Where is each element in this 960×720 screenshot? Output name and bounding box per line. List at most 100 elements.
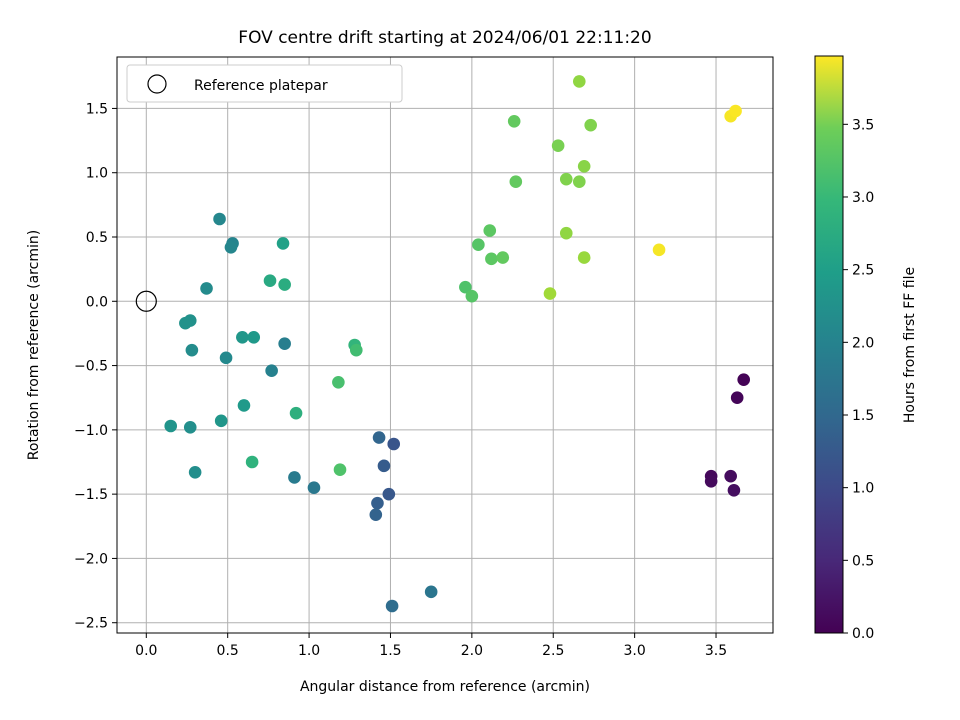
data-point bbox=[219, 351, 233, 365]
data-point bbox=[371, 496, 384, 510]
y-tick-label: 1.0 bbox=[86, 166, 108, 182]
data-point bbox=[424, 585, 438, 599]
data-point bbox=[507, 114, 521, 128]
data-point bbox=[483, 224, 497, 237]
colorbar-tick-label: 0.5 bbox=[852, 553, 874, 569]
reference-marker-group bbox=[135, 290, 157, 312]
data-point bbox=[572, 75, 586, 88]
data-point bbox=[730, 391, 744, 405]
data-point bbox=[551, 139, 565, 153]
data-point bbox=[224, 240, 238, 254]
y-tick-label: −2.5 bbox=[74, 616, 108, 632]
grid-lines bbox=[117, 57, 773, 633]
data-point bbox=[185, 343, 199, 357]
colorbar bbox=[814, 55, 844, 634]
x-tick-label: 0.0 bbox=[135, 643, 157, 659]
data-point bbox=[485, 252, 498, 266]
data-point bbox=[247, 330, 261, 344]
data-point bbox=[377, 459, 391, 473]
data-point bbox=[276, 237, 290, 250]
colorbar-ticks: 0.0 0.5 1.0 1.5 2.0 2.5 3.0 3.5 bbox=[843, 117, 874, 642]
y-tick-label: −2.0 bbox=[74, 551, 108, 567]
colorbar-tick-label: 3.0 bbox=[852, 190, 874, 206]
data-point bbox=[724, 469, 737, 483]
data-point bbox=[543, 287, 557, 300]
x-tick-label: 2.5 bbox=[542, 643, 564, 659]
data-point bbox=[385, 599, 399, 613]
y-tick-label: −1.5 bbox=[74, 487, 108, 503]
legend-open-circle-icon bbox=[147, 74, 167, 94]
data-point bbox=[333, 463, 347, 477]
y-tick-label: 0.0 bbox=[86, 294, 108, 310]
data-point bbox=[737, 373, 750, 387]
x-tick-label: 3.5 bbox=[705, 643, 727, 659]
y-axis-ticks: −2.5 −2.0 −1.5 −1.0 −0.5 0.0 0.5 1.0 1.5 bbox=[74, 101, 117, 632]
data-point bbox=[559, 172, 573, 186]
y-axis-label: Rotation from reference (arcmin) bbox=[26, 230, 42, 460]
data-point bbox=[729, 104, 742, 118]
data-point bbox=[188, 465, 202, 479]
y-tick-label: −1.0 bbox=[74, 423, 108, 439]
data-point bbox=[727, 483, 741, 497]
data-point bbox=[278, 337, 291, 351]
colorbar-tick-label: 1.5 bbox=[852, 408, 874, 424]
plot-area-frame bbox=[116, 56, 774, 634]
colorbar-tick-label: 2.5 bbox=[852, 263, 874, 279]
colorbar-tick-label: 1.0 bbox=[852, 481, 874, 497]
data-point bbox=[263, 274, 277, 288]
data-point bbox=[509, 175, 523, 189]
x-tick-label: 1.5 bbox=[379, 643, 401, 659]
legend-label: Reference platepar bbox=[194, 78, 328, 94]
x-tick-label: 2.0 bbox=[461, 643, 483, 659]
data-point bbox=[372, 431, 386, 444]
data-point bbox=[289, 406, 303, 420]
data-point bbox=[472, 238, 485, 252]
data-point bbox=[577, 159, 591, 173]
data-point bbox=[164, 419, 178, 433]
data-point bbox=[213, 212, 226, 226]
chart-title: FOV centre drift starting at 2024/06/01 … bbox=[238, 28, 651, 48]
x-tick-label: 3.0 bbox=[624, 643, 646, 659]
data-point bbox=[183, 420, 197, 434]
data-point bbox=[465, 289, 479, 303]
x-axis-label: Angular distance from reference (arcmin) bbox=[300, 679, 590, 695]
reference-point-marker bbox=[135, 290, 157, 312]
data-point bbox=[214, 414, 228, 428]
data-point bbox=[577, 251, 591, 264]
y-tick-label: 0.5 bbox=[86, 230, 108, 246]
data-point bbox=[382, 487, 396, 501]
data-point bbox=[265, 364, 278, 378]
y-tick-label: 1.5 bbox=[86, 101, 108, 117]
data-point bbox=[496, 251, 510, 264]
y-tick-label: −0.5 bbox=[74, 359, 108, 375]
data-point bbox=[559, 226, 573, 240]
data-point bbox=[278, 278, 291, 291]
x-tick-label: 1.0 bbox=[298, 643, 320, 659]
data-point bbox=[387, 437, 401, 451]
data-point bbox=[236, 330, 249, 344]
data-point bbox=[369, 508, 383, 522]
data-point bbox=[349, 343, 363, 357]
data-point bbox=[572, 175, 586, 189]
data-point bbox=[179, 316, 192, 330]
colorbar-tick-label: 3.5 bbox=[852, 117, 874, 133]
legend: Reference platepar bbox=[126, 64, 403, 103]
data-point bbox=[704, 474, 718, 488]
data-point bbox=[245, 455, 259, 469]
data-point bbox=[307, 481, 321, 495]
data-point bbox=[237, 399, 251, 412]
data-point bbox=[459, 280, 472, 294]
data-point bbox=[584, 118, 597, 132]
colorbar-label: Hours from first FF file bbox=[902, 267, 918, 423]
data-point bbox=[288, 471, 301, 484]
colorbar-tick-label: 0.0 bbox=[852, 626, 874, 642]
data-point bbox=[652, 243, 666, 257]
data-point bbox=[332, 375, 345, 389]
legend-box bbox=[126, 64, 403, 103]
data-points bbox=[164, 75, 750, 613]
data-point bbox=[200, 282, 213, 295]
x-tick-label: 0.5 bbox=[217, 643, 239, 659]
colorbar-tick-label: 2.0 bbox=[852, 335, 874, 351]
